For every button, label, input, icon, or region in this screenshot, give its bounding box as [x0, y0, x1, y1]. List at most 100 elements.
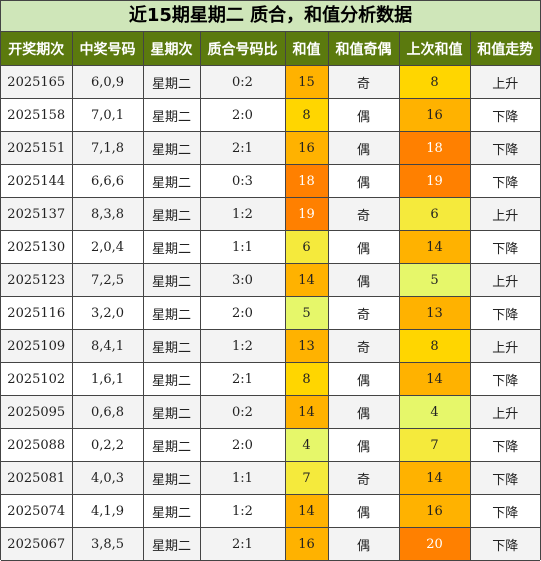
period-cell: 2025109: [1, 329, 73, 363]
table-row: 2025123 7,2,5 星期二 3:0 14 偶 5 上升: [1, 263, 540, 297]
sum-cell: 15: [284, 65, 329, 99]
numbers-cell: 6,6,6: [71, 164, 144, 198]
trend-cell: 上升: [469, 197, 540, 231]
weekday-cell: 星期二: [142, 362, 201, 396]
trend-cell: 下降: [469, 164, 540, 198]
trend-cell: 下降: [469, 494, 540, 528]
header-numbers: 中奖号码: [71, 32, 144, 66]
ratio-cell: 2:0: [199, 296, 286, 330]
trend-cell: 上升: [469, 395, 540, 429]
sum-cell: 14: [284, 395, 329, 429]
period-cell: 2025137: [1, 197, 73, 231]
table-row: 2025109 8,4,1 星期二 1:2 13 奇 8 上升: [1, 329, 540, 363]
weekday-cell: 星期二: [142, 263, 201, 297]
parity-cell: 奇: [327, 461, 400, 495]
parity-cell: 偶: [327, 263, 400, 297]
header-sum: 和值: [284, 32, 329, 66]
sum-cell: 8: [284, 362, 329, 396]
table-body: 2025165 6,0,9 星期二 0:2 15 奇 8 上升 2025158 7,0,1 星期二 2…: [1, 65, 540, 561]
parity-cell: 奇: [327, 329, 400, 363]
weekday-cell: 星期二: [142, 230, 201, 264]
ratio-cell: 1:1: [199, 461, 286, 495]
trend-cell: 上升: [469, 263, 540, 297]
numbers-cell: 2,0,4: [71, 230, 144, 264]
header-row: 开奖期次 中奖号码 星期次 质合号码比 和值 和值奇偶 上次和值 和值走势: [1, 32, 540, 66]
weekday-cell: 星期二: [142, 494, 201, 528]
ratio-cell: 2:1: [199, 362, 286, 396]
table-row: 2025158 7,0,1 星期二 2:0 8 偶 16 下降: [1, 98, 540, 132]
parity-cell: 偶: [327, 98, 400, 132]
period-cell: 2025144: [1, 164, 73, 198]
sum-cell: 5: [284, 296, 329, 330]
sum-cell: 14: [284, 263, 329, 297]
trend-cell: 上升: [469, 329, 540, 363]
parity-cell: 偶: [327, 362, 400, 396]
weekday-cell: 星期二: [142, 527, 201, 561]
trend-cell: 下降: [469, 296, 540, 330]
parity-cell: 奇: [327, 296, 400, 330]
sum-cell: 14: [284, 494, 329, 528]
header-prev-sum: 上次和值: [398, 32, 471, 66]
numbers-cell: 7,0,1: [71, 98, 144, 132]
table-row: 2025137 8,3,8 星期二 1:2 19 奇 6 上升: [1, 197, 540, 231]
prev-sum-cell: 19: [398, 164, 471, 198]
prev-sum-cell: 16: [398, 494, 471, 528]
header-weekday: 星期次: [142, 32, 201, 66]
page-title: 近15期星期二 质合，和值分析数据: [1, 1, 540, 32]
prev-sum-cell: 16: [398, 98, 471, 132]
prev-sum-cell: 14: [398, 362, 471, 396]
numbers-cell: 0,2,2: [71, 428, 144, 462]
table-row: 2025088 0,2,2 星期二 2:0 4 偶 7 下降: [1, 428, 540, 462]
trend-cell: 下降: [469, 131, 540, 165]
header-trend: 和值走势: [469, 32, 540, 66]
table-row: 2025074 4,1,9 星期二 1:2 14 偶 16 下降: [1, 494, 540, 528]
table-row: 2025102 1,6,1 星期二 2:1 8 偶 14 下降: [1, 362, 540, 396]
sum-cell: 16: [284, 131, 329, 165]
sum-cell: 18: [284, 164, 329, 198]
weekday-cell: 星期二: [142, 197, 201, 231]
trend-cell: 下降: [469, 230, 540, 264]
analysis-table: 开奖期次 中奖号码 星期次 质合号码比 和值 和值奇偶 上次和值 和值走势 20…: [1, 32, 540, 561]
period-cell: 2025081: [1, 461, 73, 495]
period-cell: 2025123: [1, 263, 73, 297]
sum-cell: 7: [284, 461, 329, 495]
trend-cell: 上升: [469, 65, 540, 99]
header-ratio: 质合号码比: [199, 32, 286, 66]
numbers-cell: 3,8,5: [71, 527, 144, 561]
parity-cell: 偶: [327, 395, 400, 429]
prev-sum-cell: 18: [398, 131, 471, 165]
parity-cell: 偶: [327, 527, 400, 561]
prev-sum-cell: 5: [398, 263, 471, 297]
numbers-cell: 6,0,9: [71, 65, 144, 99]
table-row: 2025144 6,6,6 星期二 0:3 18 偶 19 下降: [1, 164, 540, 198]
prev-sum-cell: 8: [398, 329, 471, 363]
period-cell: 2025095: [1, 395, 73, 429]
weekday-cell: 星期二: [142, 428, 201, 462]
numbers-cell: 8,4,1: [71, 329, 144, 363]
table-row: 2025095 0,6,8 星期二 0:2 14 偶 4 上升: [1, 395, 540, 429]
parity-cell: 奇: [327, 197, 400, 231]
numbers-cell: 7,2,5: [71, 263, 144, 297]
prev-sum-cell: 4: [398, 395, 471, 429]
trend-cell: 下降: [469, 527, 540, 561]
weekday-cell: 星期二: [142, 395, 201, 429]
parity-cell: 偶: [327, 494, 400, 528]
trend-cell: 下降: [469, 461, 540, 495]
weekday-cell: 星期二: [142, 65, 201, 99]
ratio-cell: 0:2: [199, 65, 286, 99]
weekday-cell: 星期二: [142, 329, 201, 363]
period-cell: 2025116: [1, 296, 73, 330]
period-cell: 2025151: [1, 131, 73, 165]
ratio-cell: 0:3: [199, 164, 286, 198]
sum-cell: 6: [284, 230, 329, 264]
numbers-cell: 4,0,3: [71, 461, 144, 495]
period-cell: 2025165: [1, 65, 73, 99]
numbers-cell: 1,6,1: [71, 362, 144, 396]
table-row: 2025165 6,0,9 星期二 0:2 15 奇 8 上升: [1, 65, 540, 99]
prev-sum-cell: 13: [398, 296, 471, 330]
ratio-cell: 1:2: [199, 329, 286, 363]
prev-sum-cell: 8: [398, 65, 471, 99]
numbers-cell: 3,2,0: [71, 296, 144, 330]
prev-sum-cell: 14: [398, 230, 471, 264]
